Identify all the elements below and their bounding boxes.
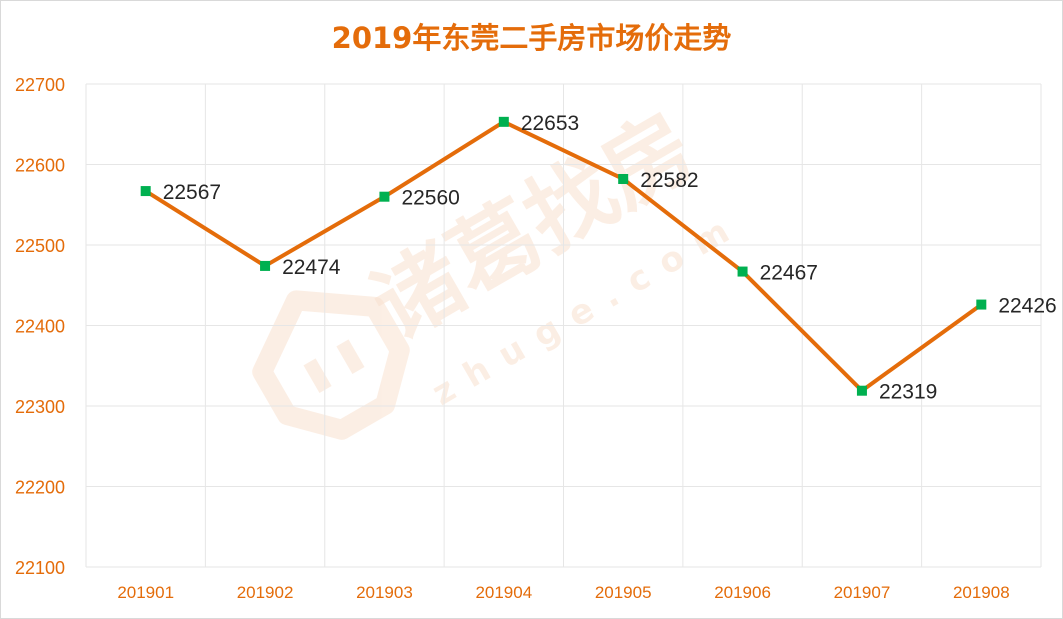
chart-title: 2019年东莞二手房市场价走势 <box>331 21 732 55</box>
data-label: 22567 <box>163 181 221 204</box>
data-point-marker <box>498 116 509 127</box>
y-tick-label: 22200 <box>15 478 65 498</box>
data-point-marker <box>140 186 151 197</box>
x-tick-label: 201904 <box>475 583 532 602</box>
x-tick-label: 201903 <box>356 583 413 602</box>
y-tick-label: 22300 <box>15 397 65 417</box>
y-tick-label: 22600 <box>15 156 65 176</box>
data-labels: 22567 22474 22560 22653 22582 22467 22319 22426 <box>163 112 1057 404</box>
data-label: 22474 <box>282 256 341 279</box>
data-label: 22319 <box>879 381 937 404</box>
x-tick-label: 201905 <box>595 583 652 602</box>
grid <box>85 83 1042 568</box>
y-tick-label: 22500 <box>15 236 65 256</box>
series-line <box>143 119 984 393</box>
data-point-marker <box>260 260 271 271</box>
series <box>140 116 987 396</box>
y-tick-label: 22700 <box>15 75 65 95</box>
x-tick-label: 201906 <box>714 583 771 602</box>
y-tick-label: 22100 <box>15 558 65 578</box>
axes: 22700 22600 22500 22400 22300 22200 22100 20190… <box>15 75 1010 602</box>
data-label: 22560 <box>401 187 459 210</box>
data-point-marker <box>856 385 867 396</box>
x-tick-label: 201901 <box>117 583 174 602</box>
data-point-marker <box>976 299 987 310</box>
data-point-marker <box>737 266 748 277</box>
data-point-marker <box>618 173 629 184</box>
data-label: 22426 <box>998 295 1056 318</box>
data-point-marker <box>379 191 390 202</box>
x-tick-label: 201902 <box>237 583 294 602</box>
x-tick-label: 201907 <box>834 583 891 602</box>
data-label: 22653 <box>521 112 579 135</box>
data-label: 22582 <box>640 169 698 192</box>
y-tick-label: 22400 <box>15 317 65 337</box>
x-tick-label: 201908 <box>953 583 1010 602</box>
data-label: 22467 <box>760 262 818 285</box>
